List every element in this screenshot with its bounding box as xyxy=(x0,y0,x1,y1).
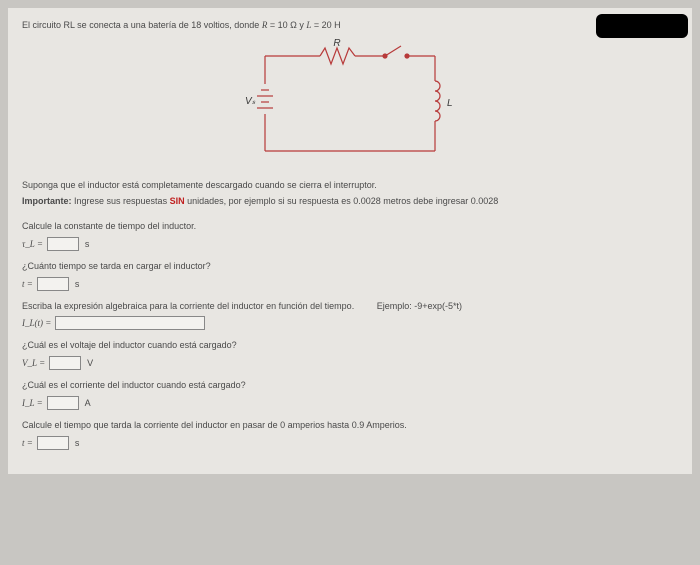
q1-prompt: Calcule la constante de tiempo del induc… xyxy=(22,221,678,233)
q4: ¿Cuál es el voltaje del inductor cuando … xyxy=(22,340,678,370)
q4-prompt: ¿Cuál es el voltaje del inductor cuando … xyxy=(22,340,678,352)
q3-symbol: I_L(t) = xyxy=(22,318,51,328)
q6: Calcule el tiempo que tarda la corriente… xyxy=(22,420,678,450)
q4-answer-line: V_L = V xyxy=(22,356,678,370)
q6-answer-line: t = s xyxy=(22,436,678,450)
q6-input[interactable] xyxy=(37,436,69,450)
worksheet-page: El circuito RL se conecta a una batería … xyxy=(8,8,692,474)
q5-unit: A xyxy=(85,398,91,408)
circuit-L-label: L xyxy=(447,98,453,109)
q3-hint: Ejemplo: -9+exp(-5*t) xyxy=(377,301,462,311)
important-rest: unidades, por ejemplo si su respuesta es… xyxy=(187,196,498,206)
q4-input[interactable] xyxy=(49,356,81,370)
L-var: L xyxy=(306,20,311,30)
R-eq: = 10 Ω y xyxy=(270,20,307,30)
redaction-block xyxy=(596,14,688,38)
important-prefix: Importante: xyxy=(22,196,72,206)
q5-answer-line: I_L = A xyxy=(22,396,678,410)
q1-symbol: τ_L = xyxy=(22,239,43,249)
important-sin: SIN xyxy=(170,196,185,206)
q2: ¿Cuánto tiempo se tarda en cargar el ind… xyxy=(22,261,678,291)
R-var: R xyxy=(262,20,268,30)
q2-input[interactable] xyxy=(37,277,69,291)
q4-symbol: V_L = xyxy=(22,358,45,368)
q1-input[interactable] xyxy=(47,237,79,251)
q3: Escriba la expresión algebraica para la … xyxy=(22,301,678,331)
q4-unit: V xyxy=(87,358,93,368)
circuit-V-label: Vₛ xyxy=(245,96,256,107)
circuit-container: R L Vₛ xyxy=(22,36,678,166)
q2-prompt: ¿Cuánto tiempo se tarda en cargar el ind… xyxy=(22,261,678,273)
circuit-R-label: R xyxy=(333,38,340,49)
q5: ¿Cuál es el corriente del inductor cuand… xyxy=(22,380,678,410)
q3-prompt: Escriba la expresión algebraica para la … xyxy=(22,301,354,311)
q6-prompt: Calcule el tiempo que tarda la corriente… xyxy=(22,420,678,432)
q6-symbol: t = xyxy=(22,438,33,448)
q5-prompt: ¿Cuál es el corriente del inductor cuand… xyxy=(22,380,678,392)
q5-input[interactable] xyxy=(47,396,79,410)
problem-statement: El circuito RL se conecta a una batería … xyxy=(22,20,678,30)
q1-unit: s xyxy=(85,239,90,249)
L-eq: = 20 H xyxy=(314,20,341,30)
q2-answer-line: t = s xyxy=(22,277,678,291)
q2-symbol: t = xyxy=(22,279,33,289)
important-text: Ingrese sus respuestas xyxy=(74,196,170,206)
assumption-text: Suponga que el inductor está completamen… xyxy=(22,180,678,192)
q2-unit: s xyxy=(75,279,80,289)
q1-answer-line: τ_L = s xyxy=(22,237,678,251)
q6-unit: s xyxy=(75,438,80,448)
q1: Calcule la constante de tiempo del induc… xyxy=(22,221,678,251)
q3-answer-line: I_L(t) = xyxy=(22,316,678,330)
q3-input[interactable] xyxy=(55,316,205,330)
important-line: Importante: Ingrese sus respuestas SIN u… xyxy=(22,196,678,208)
q5-symbol: I_L = xyxy=(22,398,43,408)
rl-circuit-diagram: R L Vₛ xyxy=(235,36,465,166)
q3-row: Escriba la expresión algebraica para la … xyxy=(22,301,678,313)
statement-text: El circuito RL se conecta a una batería … xyxy=(22,20,262,30)
